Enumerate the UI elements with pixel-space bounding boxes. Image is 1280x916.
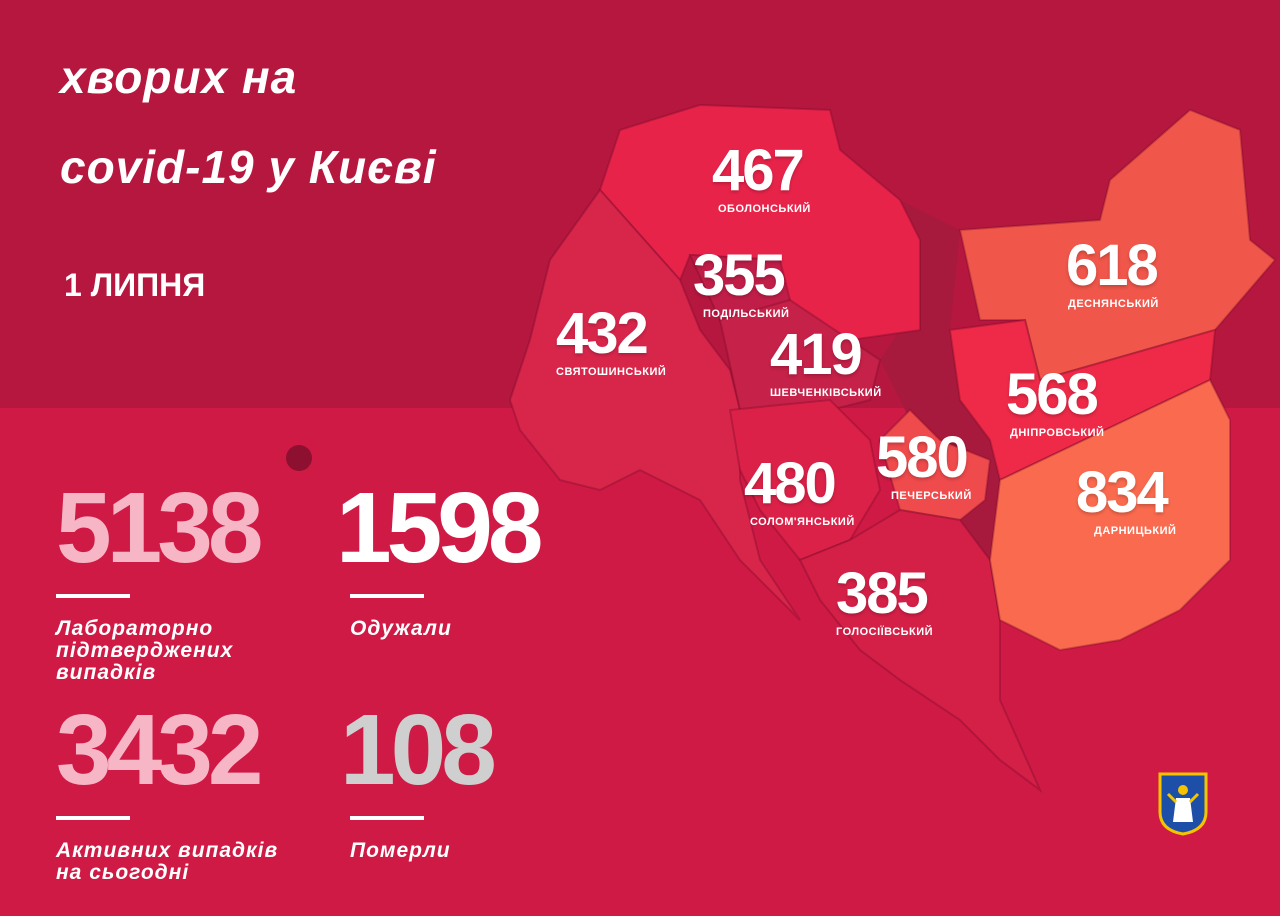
divider xyxy=(56,594,130,598)
recovered-value: 1598 xyxy=(336,472,543,584)
district-value: 618 xyxy=(1066,233,1159,298)
district-label: ДАРНИЦЬКИЙ xyxy=(1094,525,1177,537)
district-value: 580 xyxy=(876,425,969,490)
district-label: ПОДІЛЬСЬКИЙ xyxy=(703,308,790,320)
district-label: ОБОЛОНСЬКИЙ xyxy=(718,203,811,215)
confirmed-value: 5138 xyxy=(56,472,263,584)
label-line: випадків xyxy=(56,661,157,684)
district-value: 385 xyxy=(836,561,929,626)
label-line: Активних випадків xyxy=(56,839,279,862)
district-sviatoshynskyi xyxy=(508,188,801,621)
title-line-1: хворих на xyxy=(60,51,298,103)
district-value: 568 xyxy=(1006,362,1099,427)
deaths-label: Померли xyxy=(350,839,451,862)
confirmed-label: Лабораторно підтверджених випадків xyxy=(56,618,233,684)
district-value: 355 xyxy=(693,243,786,308)
active-value: 3432 xyxy=(56,694,263,806)
divider xyxy=(350,816,424,820)
district-value: 419 xyxy=(770,322,863,387)
recovered-label: Одужали xyxy=(350,617,452,640)
deaths-value: 108 xyxy=(340,694,497,806)
district-label: ДЕСНЯНСЬКИЙ xyxy=(1068,298,1159,310)
district-label: ПЕЧЕРСЬКИЙ xyxy=(891,490,972,502)
district-desnianskyi xyxy=(958,108,1277,382)
label-line: на сьогодні xyxy=(56,861,190,884)
label-line: підтверджених xyxy=(56,639,234,662)
district-darnytskyi xyxy=(988,378,1231,652)
district-label: ШЕВЧЕНКІВСЬКИЙ xyxy=(770,387,882,399)
district-value: 480 xyxy=(744,451,837,516)
divider xyxy=(350,594,424,598)
district-label: ДНІПРОВСЬКИЙ xyxy=(1010,427,1105,439)
label-line: Лабораторно xyxy=(56,617,214,640)
kyiv-coat-of-arms-icon xyxy=(1158,772,1208,836)
title-line-2: covid-19 у Києві xyxy=(60,141,437,193)
district-label: СОЛОМ'ЯНСЬКИЙ xyxy=(750,516,855,528)
district-value: 432 xyxy=(556,301,649,366)
district-label: СВЯТОШИНСЬКИЙ xyxy=(556,366,667,378)
virus-icon xyxy=(286,445,312,471)
district-holosiivskyi xyxy=(798,508,1043,794)
district-value: 467 xyxy=(712,138,805,203)
district-obolonskyi xyxy=(598,103,921,342)
active-label: Активних випадків на сьогодні xyxy=(56,840,278,884)
date-label: 1 ЛИПНЯ xyxy=(64,267,206,303)
district-label: ГОЛОСІЇВСЬКИЙ xyxy=(836,626,934,638)
divider xyxy=(56,816,130,820)
district-pecherskyi xyxy=(878,408,992,522)
district-value: 834 xyxy=(1076,460,1169,525)
